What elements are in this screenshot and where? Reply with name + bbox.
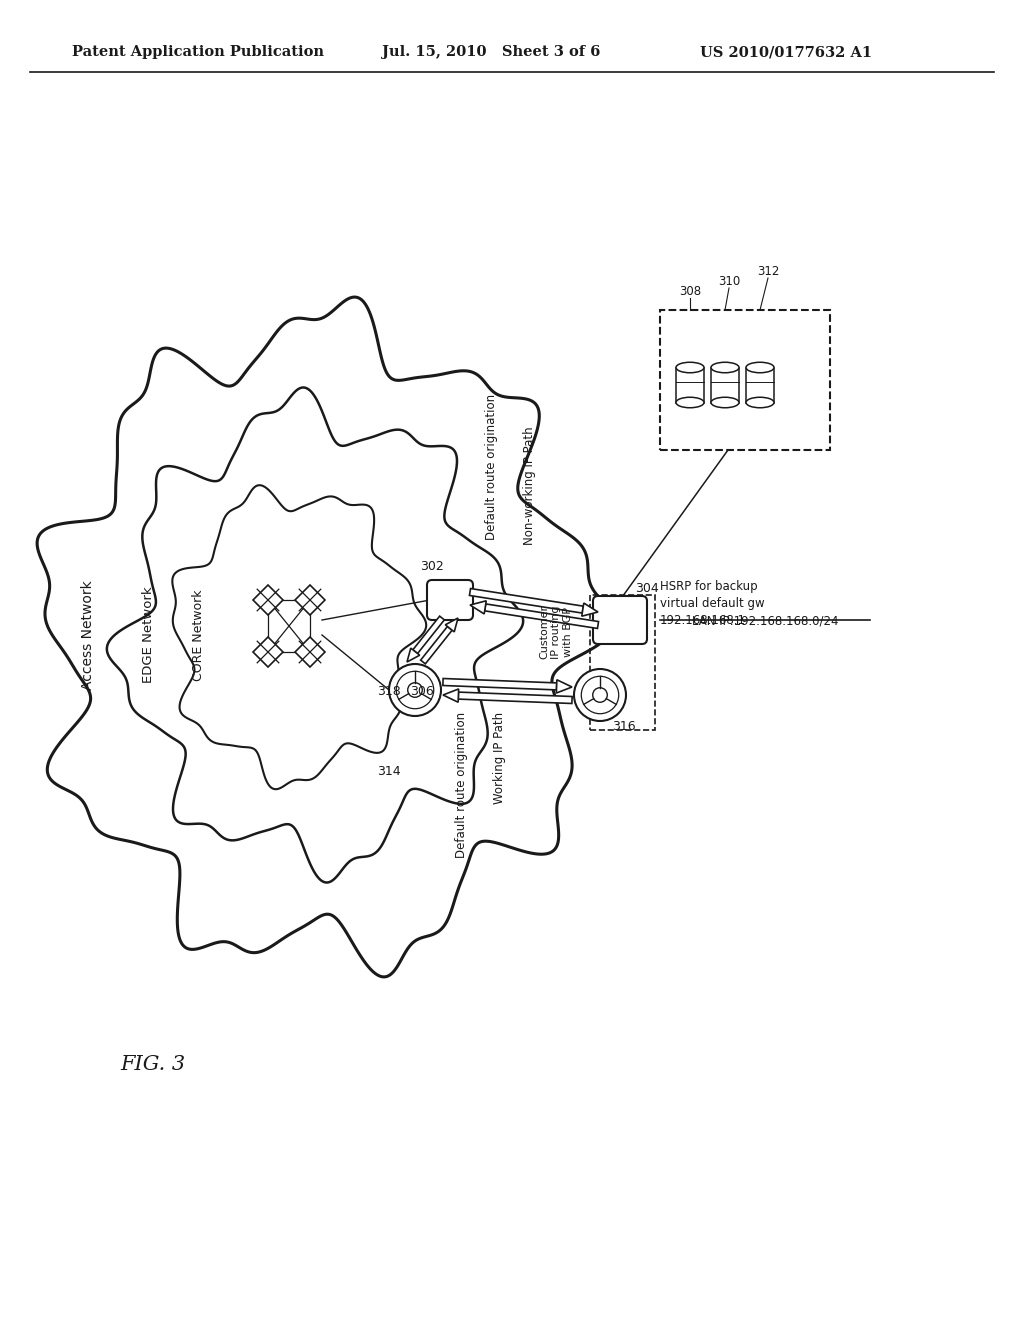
Text: 308: 308 (679, 285, 701, 298)
Polygon shape (295, 585, 325, 615)
Text: 312: 312 (757, 265, 779, 279)
Text: Access Network: Access Network (81, 579, 95, 690)
Text: HSRP for backup
virtual default gw
192.168.168.1: HSRP for backup virtual default gw 192.1… (660, 579, 765, 627)
Text: Patent Application Publication: Patent Application Publication (72, 45, 324, 59)
Ellipse shape (676, 397, 705, 408)
Polygon shape (443, 689, 459, 702)
FancyBboxPatch shape (746, 367, 774, 403)
Ellipse shape (676, 362, 705, 372)
Polygon shape (582, 603, 598, 616)
Polygon shape (469, 589, 584, 612)
Polygon shape (37, 297, 614, 977)
Polygon shape (253, 585, 283, 615)
Ellipse shape (711, 362, 739, 372)
Polygon shape (484, 605, 599, 628)
Text: 304: 304 (635, 582, 658, 595)
Text: 316: 316 (612, 719, 636, 733)
Polygon shape (295, 638, 325, 667)
Polygon shape (407, 648, 420, 663)
FancyBboxPatch shape (593, 597, 647, 644)
Text: 318: 318 (377, 685, 400, 698)
Text: Non-working IP Path: Non-working IP Path (523, 426, 537, 545)
Text: Default route origination: Default route origination (456, 711, 469, 858)
Polygon shape (445, 618, 458, 632)
FancyBboxPatch shape (427, 579, 473, 620)
Polygon shape (413, 616, 444, 653)
Text: LAN IP:192.168.168.0/24: LAN IP:192.168.168.0/24 (692, 614, 839, 627)
Polygon shape (442, 678, 557, 690)
Ellipse shape (746, 362, 774, 372)
Text: Working IP Path: Working IP Path (494, 711, 507, 804)
Text: CORE Network: CORE Network (191, 589, 205, 681)
Text: 314: 314 (377, 766, 400, 777)
FancyBboxPatch shape (711, 367, 739, 403)
Text: EDGE Network: EDGE Network (141, 586, 155, 684)
Text: US 2010/0177632 A1: US 2010/0177632 A1 (700, 45, 872, 59)
Text: 302: 302 (420, 560, 443, 573)
Circle shape (408, 682, 422, 697)
Text: FIG. 3: FIG. 3 (120, 1055, 185, 1074)
Polygon shape (253, 638, 283, 667)
Polygon shape (556, 680, 572, 693)
Text: Jul. 15, 2010   Sheet 3 of 6: Jul. 15, 2010 Sheet 3 of 6 (382, 45, 600, 59)
Polygon shape (172, 486, 426, 789)
Circle shape (574, 669, 626, 721)
Polygon shape (421, 627, 453, 664)
FancyBboxPatch shape (676, 367, 705, 403)
Circle shape (593, 688, 607, 702)
Text: Customer
IP routing
with BGP: Customer IP routing with BGP (540, 605, 572, 659)
Ellipse shape (746, 397, 774, 408)
Polygon shape (470, 601, 486, 614)
Text: 310: 310 (718, 275, 740, 288)
Polygon shape (106, 388, 523, 883)
Text: Default route origination: Default route origination (485, 393, 499, 540)
Text: 306: 306 (410, 685, 434, 698)
Ellipse shape (711, 397, 739, 408)
Circle shape (389, 664, 441, 715)
Polygon shape (459, 692, 572, 704)
